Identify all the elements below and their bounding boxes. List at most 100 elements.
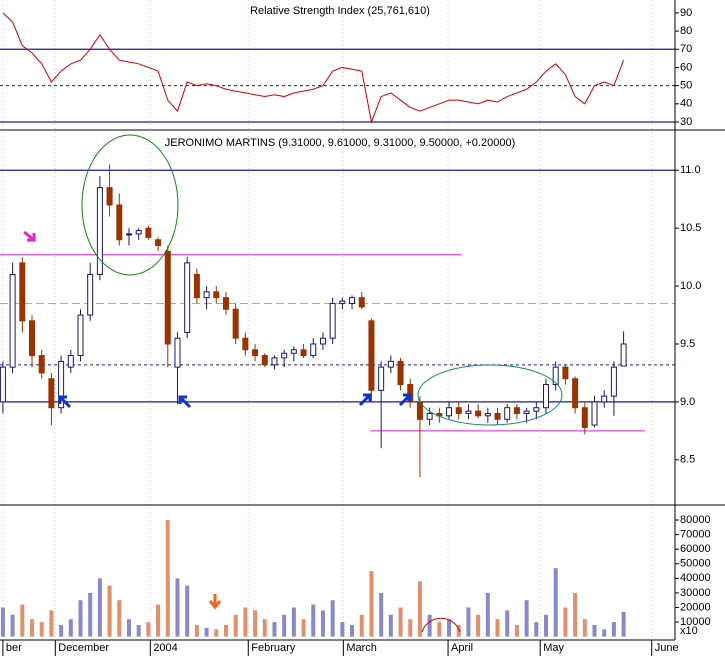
chart-title: Relative Strength Index (25,761,610) [250, 5, 430, 17]
y-tick-label: 9.0 [680, 396, 695, 408]
volume-bar [611, 622, 616, 637]
volume-bar [262, 619, 267, 637]
candle-body [9, 273, 16, 368]
candle-body [610, 366, 617, 397]
annotation-ellipse [81, 134, 179, 276]
volume-bar [330, 600, 335, 637]
volume-bar [592, 624, 597, 637]
candle-body [164, 250, 171, 345]
candle-body [184, 262, 191, 333]
candle-body [106, 187, 113, 206]
y-tick-label: 10.5 [680, 222, 701, 234]
candle-body [513, 407, 520, 414]
volume-bar [485, 592, 490, 637]
volume-bar [233, 614, 238, 637]
y-tick-label: 8.5 [680, 454, 695, 466]
candle-body [174, 337, 181, 368]
candle-body [125, 233, 132, 236]
candle-body [38, 355, 45, 374]
volume-bar [466, 607, 471, 637]
volume-bar [553, 568, 558, 637]
volume-bar [544, 614, 549, 637]
candle-body [242, 337, 249, 351]
candle-body [620, 343, 627, 367]
candle-body [67, 355, 74, 368]
candle-body [397, 360, 404, 386]
volume-bar [563, 607, 568, 637]
candle-body [232, 308, 239, 339]
candle-body [222, 297, 229, 310]
y-tick-label: 80 [680, 25, 692, 37]
candle-body [552, 366, 559, 386]
candle-body [0, 366, 6, 403]
volume-bar [175, 578, 180, 637]
candle-body [475, 410, 482, 417]
volume-bar [369, 571, 374, 637]
y-tick-label: 90 [680, 7, 692, 19]
volume-bar [68, 619, 73, 637]
candle-body [319, 337, 326, 345]
candle-body [145, 227, 152, 238]
candle-body [290, 349, 297, 354]
candle-body [155, 239, 162, 247]
y-tick-label: 70 [680, 43, 692, 55]
candle-body [77, 314, 84, 357]
y-tick-label: 20000 [680, 601, 711, 613]
volume-bar [223, 624, 228, 637]
volume-bar [282, 614, 287, 637]
candle-body [572, 378, 579, 409]
volume-bar [253, 610, 258, 637]
volume-bar [214, 629, 219, 637]
candle-body [300, 349, 307, 357]
annotation-ellipse [417, 364, 563, 426]
candle-body [504, 407, 511, 420]
volume-bar [97, 578, 102, 637]
volume-bar [447, 619, 452, 637]
candle-body [87, 273, 94, 316]
y-tick-label: 10000 [680, 616, 711, 628]
volume-bar [88, 592, 93, 637]
annotation-arrows [23, 230, 412, 610]
volume-bar [20, 604, 25, 637]
y-tick-label: 30 [680, 116, 692, 128]
y-tick-label: 9.5 [680, 338, 695, 350]
volume-bar [311, 604, 316, 637]
volume-bar [476, 614, 481, 637]
candle-body [281, 352, 288, 359]
volume-bar [243, 607, 248, 637]
y-tick-label: 40000 [680, 572, 711, 584]
volume-bar [78, 600, 83, 637]
candle-body [581, 407, 588, 428]
candle-body [58, 360, 65, 409]
volume-bar [456, 624, 461, 637]
volume-bar [117, 600, 122, 637]
candle-body [601, 395, 608, 403]
volume-bar [602, 629, 607, 637]
volume-bar [573, 592, 578, 637]
y-tick-label: 60000 [680, 543, 711, 555]
candle-body [252, 349, 259, 357]
volume-bar [621, 611, 626, 637]
volume-bar [0, 607, 5, 637]
volume-bar [165, 520, 170, 637]
y-tick-label: 11.0 [680, 164, 701, 176]
volume-bar [534, 622, 539, 637]
candle-body [426, 412, 433, 420]
candle-body [494, 412, 501, 420]
candle-body [349, 297, 356, 304]
volume-bar [10, 614, 15, 637]
y-tick-label: 50000 [680, 558, 711, 570]
y-tick-label: 50 [680, 80, 692, 92]
candle-body [203, 291, 210, 299]
volume-bar [272, 622, 277, 637]
volume-bar [340, 622, 345, 637]
volume-bar [495, 619, 500, 637]
candle-body [358, 297, 365, 308]
candle-body [193, 273, 200, 299]
candle-body [465, 410, 472, 414]
candle-body [562, 366, 569, 380]
volume-bar [398, 607, 403, 637]
y-tick-label: 70000 [680, 529, 711, 541]
